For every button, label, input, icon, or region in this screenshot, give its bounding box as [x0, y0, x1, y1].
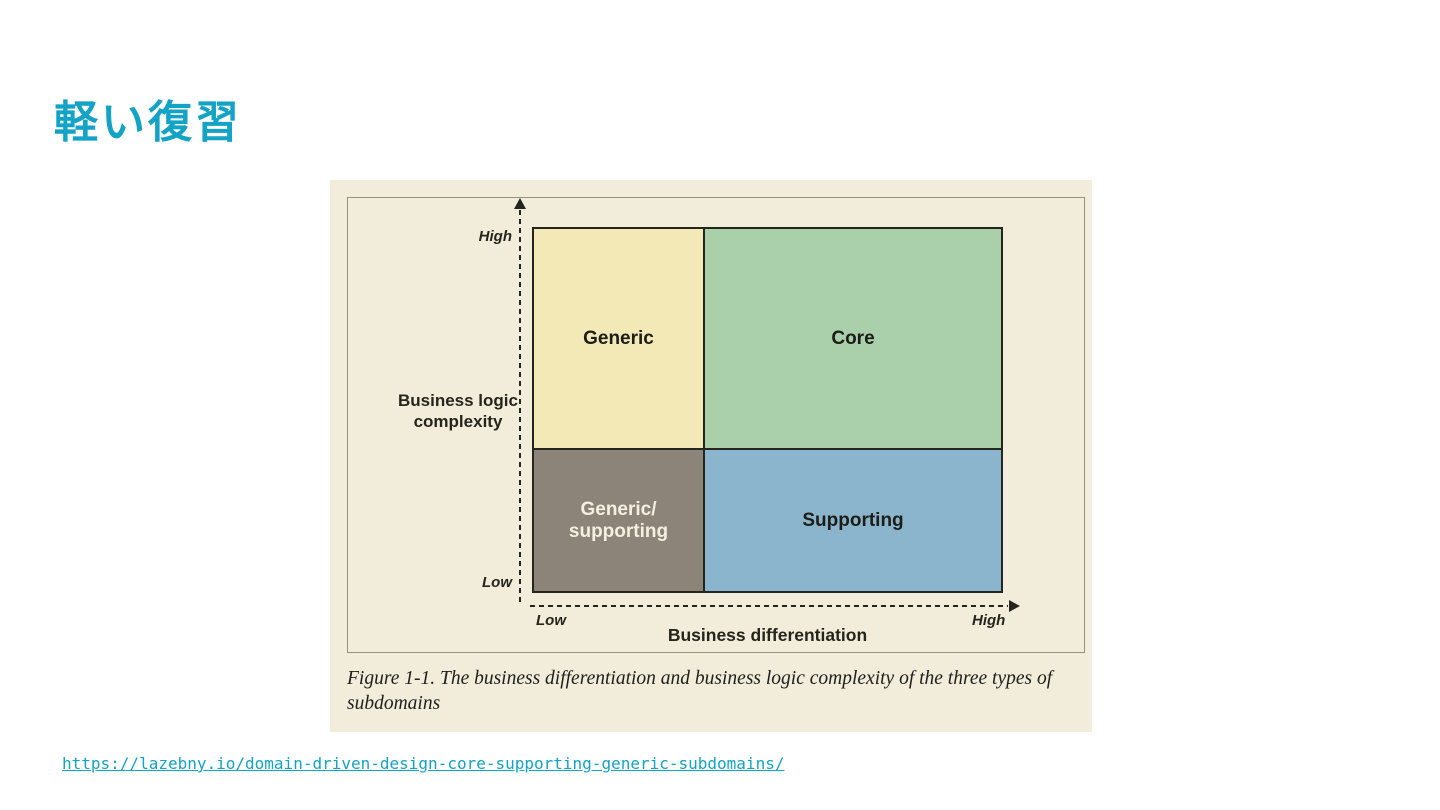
y-axis-arrow-icon [514, 198, 526, 209]
y-axis-low-label: Low [482, 574, 512, 591]
x-axis-line [530, 605, 1008, 607]
x-axis-low-label: Low [536, 612, 566, 629]
figure-caption: Figure 1-1. The business differentiation… [347, 668, 1053, 714]
y-axis-high-label: High [478, 228, 512, 245]
quadrant-generic-supporting-label: Generic/ supporting [569, 499, 668, 543]
quadrant-generic-supporting: Generic/ supporting [534, 450, 705, 591]
quadrant-grid: Generic Core Generic/ supporting Support… [532, 227, 1003, 593]
quadrant-supporting: Supporting [705, 450, 1001, 591]
figure-panel: High Low Business logic complexity Gener… [330, 180, 1092, 732]
quadrant-core: Core [705, 229, 1001, 450]
x-axis-high-label: High [972, 612, 1006, 629]
quadrant-generic-supporting-label-line2: supporting [568, 520, 669, 542]
figure-frame [347, 197, 1085, 653]
y-axis-title: Business logic complexity [378, 390, 538, 432]
quadrant-core-label: Core [831, 327, 875, 349]
source-link[interactable]: https://lazebny.io/domain-driven-design-… [62, 754, 785, 773]
x-axis-title: Business differentiation [667, 625, 868, 645]
x-axis-arrow-icon [1009, 600, 1020, 612]
quadrant-generic-supporting-label-line1: Generic/ [580, 498, 657, 520]
y-axis-title-line2: complexity [413, 412, 503, 431]
quadrant-generic: Generic [534, 229, 705, 450]
quadrant-supporting-label: Supporting [802, 509, 904, 531]
y-axis-line [519, 210, 521, 602]
y-axis-title-line1: Business logic [398, 391, 518, 410]
quadrant-generic-label: Generic [583, 327, 654, 349]
slide-title: 軽い復習 [54, 98, 242, 147]
